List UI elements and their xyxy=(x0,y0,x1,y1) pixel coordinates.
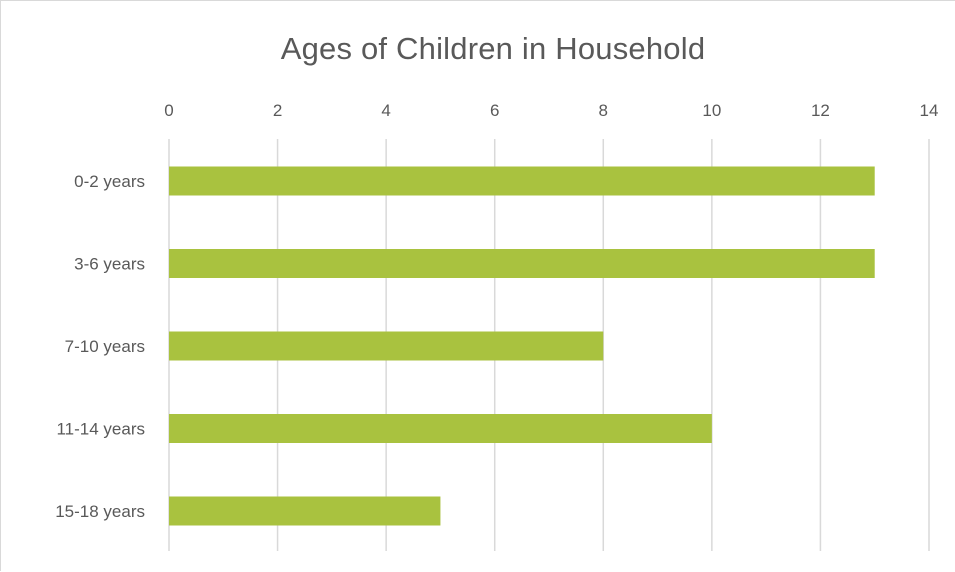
x-tick-label-12: 12 xyxy=(811,101,830,120)
category-label-5: 15-18 years xyxy=(55,502,145,521)
x-tick-label-8: 8 xyxy=(599,101,608,120)
bar-1 xyxy=(169,166,875,196)
x-tick-label-2: 2 xyxy=(273,101,282,120)
category-label-4: 11-14 years xyxy=(56,420,145,439)
category-label-3: 7-10 years xyxy=(65,337,145,356)
x-tick-label-10: 10 xyxy=(702,101,721,120)
x-tick-label-6: 6 xyxy=(490,101,499,120)
bar-3 xyxy=(169,331,604,361)
x-tick-label-14: 14 xyxy=(920,101,939,120)
x-tick-label-4: 4 xyxy=(381,101,390,120)
chart-title: Ages of Children in Household xyxy=(280,31,706,66)
bar-5 xyxy=(169,496,441,526)
x-tick-label-0: 0 xyxy=(164,101,173,120)
bar-4 xyxy=(169,414,712,443)
bar-2 xyxy=(169,249,875,278)
category-label-2: 3-6 years xyxy=(74,255,145,274)
category-label-1: 0-2 years xyxy=(74,172,145,191)
